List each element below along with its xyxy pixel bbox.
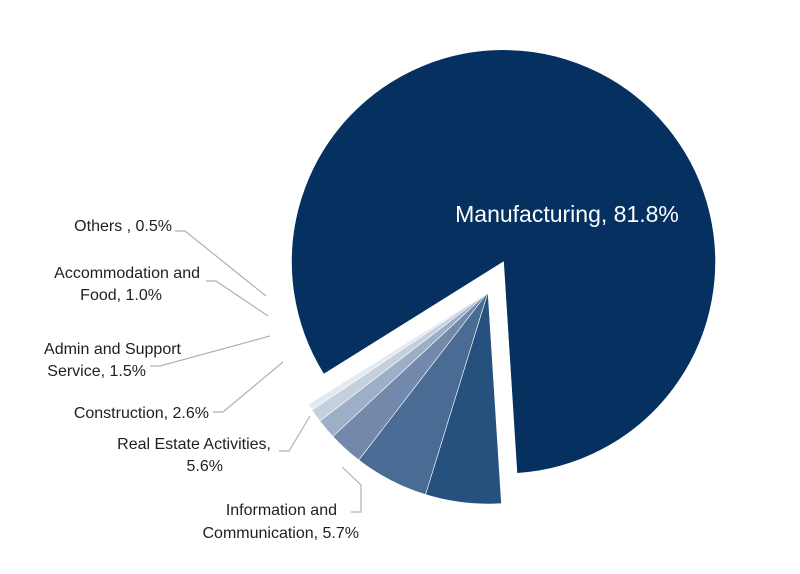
leader-construction <box>213 361 284 413</box>
slice-labels: Others , 0.5% Accommodation and Food, 1.… <box>44 218 359 542</box>
leader-lines <box>150 230 362 513</box>
label-realestate-line2: 5.6% <box>187 458 223 475</box>
label-realestate-line1: Real Estate Activities, <box>117 436 271 453</box>
label-admin-line2: Service, 1.5% <box>47 363 146 380</box>
slice-others <box>307 291 489 411</box>
label-construction: Construction, 2.6% <box>74 405 209 422</box>
slice-manufacturing <box>291 49 716 474</box>
leader-admin <box>150 335 271 367</box>
leader-others <box>175 230 267 297</box>
label-accommodation-line1: Accommodation and <box>54 265 200 282</box>
label-information-line1: Information and <box>226 502 337 519</box>
label-admin-line1: Admin and Support <box>44 341 182 358</box>
leader-information <box>341 466 362 513</box>
pie-slices <box>291 49 716 505</box>
leader-accommodation <box>206 280 269 317</box>
label-manufacturing: Manufacturing, 81.8% <box>455 201 679 227</box>
leader-realestate <box>279 415 311 452</box>
label-accommodation-line2: Food, 1.0% <box>80 287 162 304</box>
label-others: Others , 0.5% <box>74 218 172 235</box>
label-information-line2: Communication, 5.7% <box>202 525 359 542</box>
